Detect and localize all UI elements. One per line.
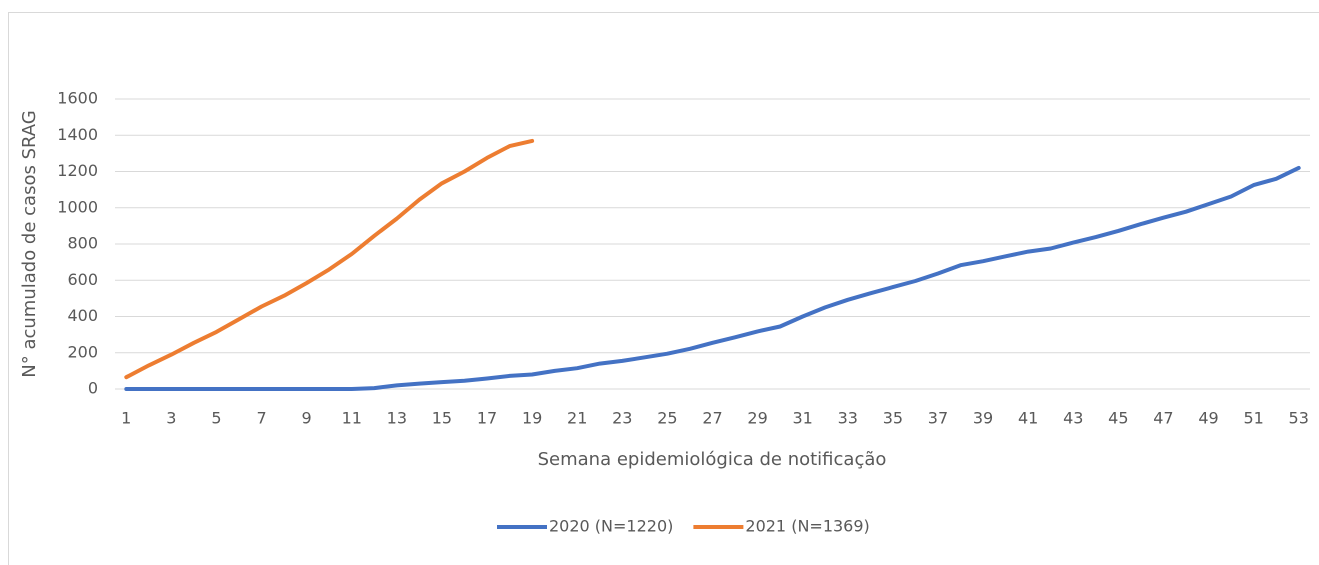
y-axis-title: N° acumulado de casos SRAG xyxy=(19,110,40,377)
x-tick-label: 7 xyxy=(256,409,266,428)
x-tick-label: 3 xyxy=(166,409,176,428)
x-tick-label: 15 xyxy=(432,409,452,428)
x-tick-label: 49 xyxy=(1198,409,1218,428)
y-tick-label: 800 xyxy=(67,234,98,253)
x-tick-label: 51 xyxy=(1243,409,1263,428)
x-tick-label: 17 xyxy=(477,409,497,428)
y-tick-label: 1600 xyxy=(57,89,98,108)
x-tick-label: 13 xyxy=(387,409,407,428)
x-tick-label: 53 xyxy=(1289,409,1309,428)
y-tick-label: 1400 xyxy=(57,125,98,144)
x-tick-label: 35 xyxy=(883,409,903,428)
x-tick-label: 27 xyxy=(702,409,722,428)
x-tick-label: 37 xyxy=(928,409,948,428)
x-tick-label: 33 xyxy=(838,409,858,428)
x-tick-label: 47 xyxy=(1153,409,1173,428)
y-tick-label: 600 xyxy=(67,270,98,289)
y-tick-label: 400 xyxy=(67,306,98,325)
y-tick-label: 1200 xyxy=(57,161,98,180)
x-tick-label: 25 xyxy=(657,409,677,428)
legend-label: 2020 (N=1220) xyxy=(549,517,673,536)
x-tick-label: 21 xyxy=(567,409,587,428)
legend-label: 2021 (N=1369) xyxy=(745,517,869,536)
x-tick-label: 1 xyxy=(121,409,131,428)
x-tick-label: 29 xyxy=(747,409,767,428)
series-line xyxy=(124,138,535,380)
x-tick-label: 23 xyxy=(612,409,632,428)
x-tick-label: 43 xyxy=(1063,409,1083,428)
x-tick-label: 31 xyxy=(793,409,813,428)
x-axis-title: Semana epidemiológica de notificação xyxy=(538,449,887,470)
x-tick-label: 9 xyxy=(302,409,312,428)
y-tick-label: 1000 xyxy=(57,197,98,216)
y-tick-label: 0 xyxy=(88,379,98,398)
x-tick-label: 5 xyxy=(211,409,221,428)
x-tick-label: 39 xyxy=(973,409,993,428)
x-tick-label: 45 xyxy=(1108,409,1128,428)
x-tick-label: 19 xyxy=(522,409,542,428)
x-tick-label: 11 xyxy=(342,409,362,428)
series-line xyxy=(124,165,1301,391)
chart-frame xyxy=(8,12,1319,565)
y-tick-label: 200 xyxy=(67,342,98,361)
x-tick-label: 41 xyxy=(1018,409,1038,428)
